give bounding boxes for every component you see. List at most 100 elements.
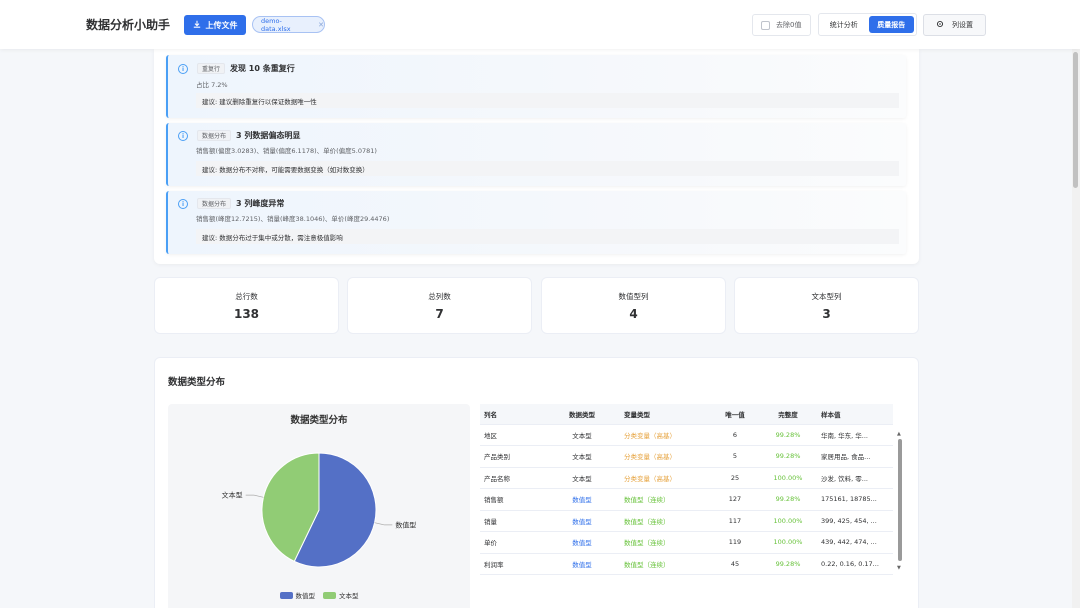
th-sample[interactable]: 样本值 xyxy=(816,404,893,425)
stat-value: 3 xyxy=(822,307,831,321)
alert-tag: 数据分布 xyxy=(197,198,232,209)
stat-card-total-columns: 总列数 7 xyxy=(347,277,532,334)
th-data-type[interactable]: 数据类型 xyxy=(546,404,618,425)
legend-swatch xyxy=(279,591,293,599)
alert-item: i 重复行 发现 10 条重复行 占比 7.2% 建议: 建议删除重复行以保证数… xyxy=(166,55,906,118)
pie-chart-panel: 数据类型分布 数值型 文本型 数值型 文本型 xyxy=(168,404,470,608)
cell-data-type: 文本型 xyxy=(546,467,618,489)
table-row[interactable]: 销量 数值型 数值型（连续） 117 100.00% 399, 425, 454, ... xyxy=(480,510,893,532)
alert-title: 发现 10 条重复行 xyxy=(230,64,295,73)
page-scrollbar[interactable] xyxy=(1072,49,1080,608)
info-icon: i xyxy=(178,199,188,209)
tab-quality-report[interactable]: 质量报告 xyxy=(868,16,914,33)
alert-tag: 数据分布 xyxy=(197,130,232,141)
stat-value: 7 xyxy=(435,307,444,321)
cell-unique: 6 xyxy=(710,424,760,446)
info-icon: i xyxy=(178,131,188,141)
cell-variable-type: 数值型（连续） xyxy=(618,488,710,511)
legend-item-numeric[interactable]: 数值型 xyxy=(279,590,316,600)
stat-label: 数值型列 xyxy=(618,292,649,301)
th-unique[interactable]: 唯一值 xyxy=(710,404,760,425)
cell-sample: 华南, 华东, 华... xyxy=(816,424,893,446)
pie-slice-0[interactable] xyxy=(293,452,377,568)
table-row[interactable]: 单价 数值型 数值型（连续） 119 100.00% 439, 442, 474, ... xyxy=(480,531,893,554)
view-switch: 统计分析 质量报告 xyxy=(818,13,917,36)
stat-card-total-rows: 总行数 138 xyxy=(154,277,339,334)
checkbox-box[interactable] xyxy=(761,20,770,30)
cell-data-type: 数值型 xyxy=(546,510,618,532)
cell-completeness: 99.28% xyxy=(760,488,816,511)
alert-suggestion: 建议: 数据分布过于集中或分散，需注意极值影响 xyxy=(196,229,899,244)
section-title: 数据类型分布 xyxy=(168,377,226,388)
cell-variable-type: 分类变量（高基） xyxy=(618,445,710,468)
top-header: 数据分析小助手 上传文件 demo-data.xlsx ✕ 去除0值 统计分析 … xyxy=(0,0,1080,49)
table-scrollbar-thumb[interactable] xyxy=(898,439,902,561)
cell-variable-type: 数值型（连续） xyxy=(618,531,710,554)
table-row[interactable]: 地区 文本型 分类变量（高基） 6 99.28% 华南, 华东, 华... xyxy=(480,424,893,446)
column-info-table: 列名 数据类型 变量类型 唯一值 完整度 样本值 地区 文本型 分类变量（高基） 6 9… xyxy=(480,404,905,584)
file-tag: demo-data.xlsx ✕ xyxy=(252,16,325,33)
table-scrollbar[interactable]: ▲ ▼ xyxy=(897,431,903,571)
legend-label: 数值型 xyxy=(295,592,316,600)
alert-item: i 数据分布 3 列数据偏态明显 销售额(偏度3.0283)、销量(偏度6.11… xyxy=(166,123,906,186)
cell-column-name: 销量 xyxy=(480,510,546,532)
pie-slice-1[interactable] xyxy=(261,452,320,563)
cell-unique: 5 xyxy=(710,445,760,468)
close-icon[interactable]: ✕ xyxy=(318,20,324,29)
scroll-up-icon[interactable]: ▲ xyxy=(897,431,901,437)
legend-item-text[interactable]: 文本型 xyxy=(323,590,359,600)
cell-column-name: 利润率 xyxy=(480,553,546,575)
cell-data-type: 文本型 xyxy=(546,424,618,446)
cell-completeness: 99.28% xyxy=(760,424,816,446)
table-header-row: 列名 数据类型 变量类型 唯一值 完整度 样本值 xyxy=(480,404,893,425)
cell-sample: 399, 425, 454, ... xyxy=(816,510,893,532)
data-type-distribution-card: 数据类型分布 数据类型分布 数值型 文本型 数值型 文本型 列名 数据类型 变量类… xyxy=(154,357,919,608)
cell-unique: 119 xyxy=(710,531,760,554)
th-variable-type[interactable]: 变量类型 xyxy=(618,404,710,425)
alert-title: 3 列峰度异常 xyxy=(236,199,285,208)
cell-variable-type: 数值型（连续） xyxy=(618,553,710,575)
gear-icon xyxy=(936,20,944,30)
page-scrollbar-thumb[interactable] xyxy=(1073,52,1078,188)
table-row[interactable]: 销售额 数值型 数值型（连续） 127 99.28% 175161, 18785... xyxy=(480,488,893,511)
cell-sample: 175161, 18785... xyxy=(816,488,893,511)
column-settings-button[interactable]: 列设置 xyxy=(923,14,986,36)
tab-statistics[interactable]: 统计分析 xyxy=(829,20,858,29)
pie-label-line xyxy=(374,522,393,526)
alert-desc: 销售额(偏度3.0283)、销量(偏度6.1178)、单价(偏度5.0781) xyxy=(196,147,377,155)
scroll-down-icon[interactable]: ▼ xyxy=(897,565,901,571)
legend-label: 文本型 xyxy=(339,592,359,600)
column-settings-label: 列设置 xyxy=(952,21,973,29)
th-completeness[interactable]: 完整度 xyxy=(760,404,816,425)
stat-card-text-columns: 文本型列 3 xyxy=(734,277,919,334)
remove-zero-checkbox[interactable]: 去除0值 xyxy=(752,14,811,36)
alert-desc: 占比 7.2% xyxy=(196,81,228,89)
cell-data-type: 数值型 xyxy=(546,488,618,511)
pie-slice-label: 数值型 xyxy=(395,520,416,529)
table-row[interactable]: 产品名称 文本型 分类变量（高基） 25 100.00% 沙发, 饮料, 零... xyxy=(480,467,893,489)
table-row[interactable]: 产品类别 文本型 分类变量（高基） 5 99.28% 家居用品, 食品... xyxy=(480,445,893,468)
legend-swatch xyxy=(323,591,336,599)
alert-suggestion: 建议: 建议删除重复行以保证数据唯一性 xyxy=(196,93,899,108)
cell-sample: 0.22, 0.16, 0.17... xyxy=(816,553,893,575)
stat-label: 文本型列 xyxy=(811,292,842,301)
cell-completeness: 100.00% xyxy=(760,531,816,554)
stat-card-numeric-columns: 数值型列 4 xyxy=(541,277,726,334)
cell-sample: 439, 442, 474, ... xyxy=(816,531,893,554)
upload-file-button[interactable]: 上传文件 xyxy=(184,15,246,35)
alert-title: 3 列数据偏态明显 xyxy=(236,131,301,140)
cell-column-name: 销售额 xyxy=(480,488,546,511)
th-column-name[interactable]: 列名 xyxy=(480,404,546,425)
cell-column-name: 单价 xyxy=(480,531,546,554)
alert-item: i 数据分布 3 列峰度异常 销售额(峰度12.7215)、销量(峰度38.10… xyxy=(166,191,906,254)
cell-data-type: 文本型 xyxy=(546,445,618,468)
cell-column-name: 地区 xyxy=(480,424,546,446)
table-row[interactable]: 利润率 数值型 数值型（连续） 45 99.28% 0.22, 0.16, 0.17... xyxy=(480,553,893,575)
stat-value: 138 xyxy=(233,307,260,321)
stat-label: 总行数 xyxy=(235,292,258,301)
cell-sample: 沙发, 饮料, 零... xyxy=(816,467,893,489)
stat-value: 4 xyxy=(629,307,638,321)
cell-column-name: 产品类别 xyxy=(480,445,546,468)
pie-slice-label: 文本型 xyxy=(222,491,243,500)
upload-icon xyxy=(193,20,201,30)
